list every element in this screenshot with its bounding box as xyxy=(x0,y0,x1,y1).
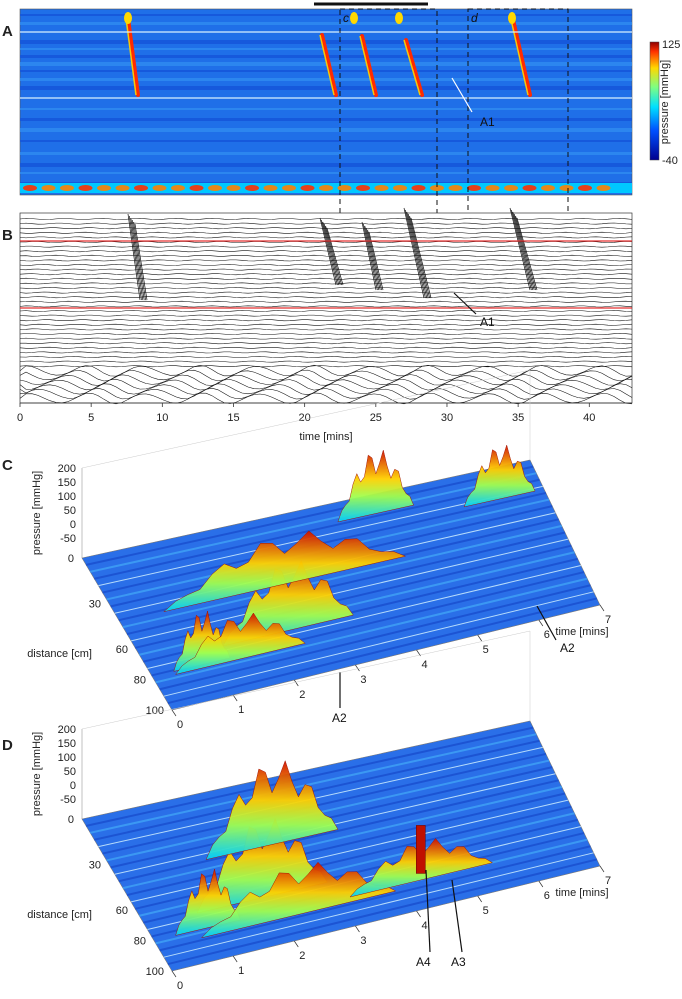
z-tick: 150 xyxy=(58,477,76,489)
time-tick: 4 xyxy=(422,920,428,932)
x-tick-b: 25 xyxy=(370,412,382,424)
heatmap-a xyxy=(19,8,633,196)
annotation-a1-top: A1 xyxy=(451,77,495,129)
z-tick: 0 xyxy=(70,780,76,792)
panel-label-a: A xyxy=(2,23,13,40)
x-tick-b: 15 xyxy=(227,412,239,424)
window-label-d: d xyxy=(471,11,478,25)
annotation-a1-mid: A1 xyxy=(453,292,495,329)
time-tick: 3 xyxy=(360,935,366,947)
distance-tick: 0 xyxy=(68,814,74,826)
panel-label-d: D xyxy=(2,737,13,754)
colorbar: 125 -40 pressure [mmHg] xyxy=(649,39,680,167)
time-axis-label: time [mins] xyxy=(555,887,608,899)
z-tick: 200 xyxy=(58,724,76,736)
z-tick: 50 xyxy=(64,766,76,778)
time-tick: 6 xyxy=(544,629,550,641)
time-tick: 0 xyxy=(177,980,183,992)
panel-label-b: B xyxy=(2,227,13,244)
distance-axis-label: distance [cm] xyxy=(27,909,92,921)
annotation-a4: A4 xyxy=(416,869,431,969)
z-tick: -50 xyxy=(60,533,76,545)
time-tick: 5 xyxy=(483,644,489,656)
x-tick-b: 20 xyxy=(299,412,311,424)
colorbar-title: pressure [mmHg] xyxy=(659,60,671,144)
x-tick-b: 35 xyxy=(512,412,524,424)
distance-tick: 100 xyxy=(146,705,164,717)
distance-tick: 80 xyxy=(134,936,146,948)
colorbar-max-label: 125 xyxy=(662,39,680,51)
svg-text:A1: A1 xyxy=(480,115,495,129)
time-tick: 2 xyxy=(299,950,305,962)
time-tick: 2 xyxy=(299,689,305,701)
x-axis-label-b: time [mins] xyxy=(299,431,352,443)
svg-text:A3: A3 xyxy=(451,955,466,969)
time-axis-label: time [mins] xyxy=(555,626,608,638)
surface-plot-c xyxy=(81,369,601,711)
distance-tick: 60 xyxy=(116,644,128,656)
time-tick: 5 xyxy=(483,905,489,917)
time-tick: 3 xyxy=(360,674,366,686)
window-box-c: c xyxy=(339,8,438,402)
z-tick: 50 xyxy=(64,505,76,517)
svg-text:A1: A1 xyxy=(480,315,495,329)
distance-axis-label: distance [cm] xyxy=(27,648,92,660)
distance-tick: 60 xyxy=(116,905,128,917)
window-label-c: c xyxy=(343,11,349,25)
panel-label-c: C xyxy=(2,457,13,474)
time-tick: 7 xyxy=(605,614,611,626)
time-tick: 0 xyxy=(177,719,183,731)
x-tick-b: 10 xyxy=(156,412,168,424)
svg-text:A2: A2 xyxy=(332,711,347,725)
x-axis-b: 0 5 10 15 20 25 30 35 40 xyxy=(17,402,632,424)
annotation-a2-c-right: A2 xyxy=(536,605,575,655)
svg-text:A4: A4 xyxy=(416,955,431,969)
z-tick: 150 xyxy=(58,738,76,750)
z-axis-label: pressure [mmHg] xyxy=(31,471,43,555)
time-tick: 1 xyxy=(238,704,244,716)
z-tick: 100 xyxy=(58,491,76,503)
distance-tick: 100 xyxy=(146,966,164,978)
svg-text:A2: A2 xyxy=(560,641,575,655)
distance-tick: 30 xyxy=(89,860,101,872)
time-tick: 7 xyxy=(605,875,611,887)
time-tick: 4 xyxy=(422,659,428,671)
z-tick: 0 xyxy=(70,519,76,531)
annotation-a3: A3 xyxy=(451,879,466,969)
z-tick: 100 xyxy=(58,752,76,764)
x-tick-b: 0 xyxy=(17,412,23,424)
annotation-a2-c-mid: A2 xyxy=(332,672,347,725)
time-tick: 6 xyxy=(544,890,550,902)
distance-tick: 0 xyxy=(68,553,74,565)
z-tick: 200 xyxy=(58,463,76,475)
colorbar-min-label: -40 xyxy=(662,155,678,167)
time-tick: 1 xyxy=(238,965,244,977)
surface-plot-d xyxy=(81,630,601,972)
trace-plot-b xyxy=(19,207,633,405)
z-tick: -50 xyxy=(60,794,76,806)
distance-tick: 80 xyxy=(134,675,146,687)
z-axis-label: pressure [mmHg] xyxy=(31,732,43,816)
x-tick-b: 5 xyxy=(88,412,94,424)
x-tick-b: 40 xyxy=(583,412,595,424)
x-tick-b: 30 xyxy=(441,412,453,424)
distance-tick: 30 xyxy=(89,599,101,611)
